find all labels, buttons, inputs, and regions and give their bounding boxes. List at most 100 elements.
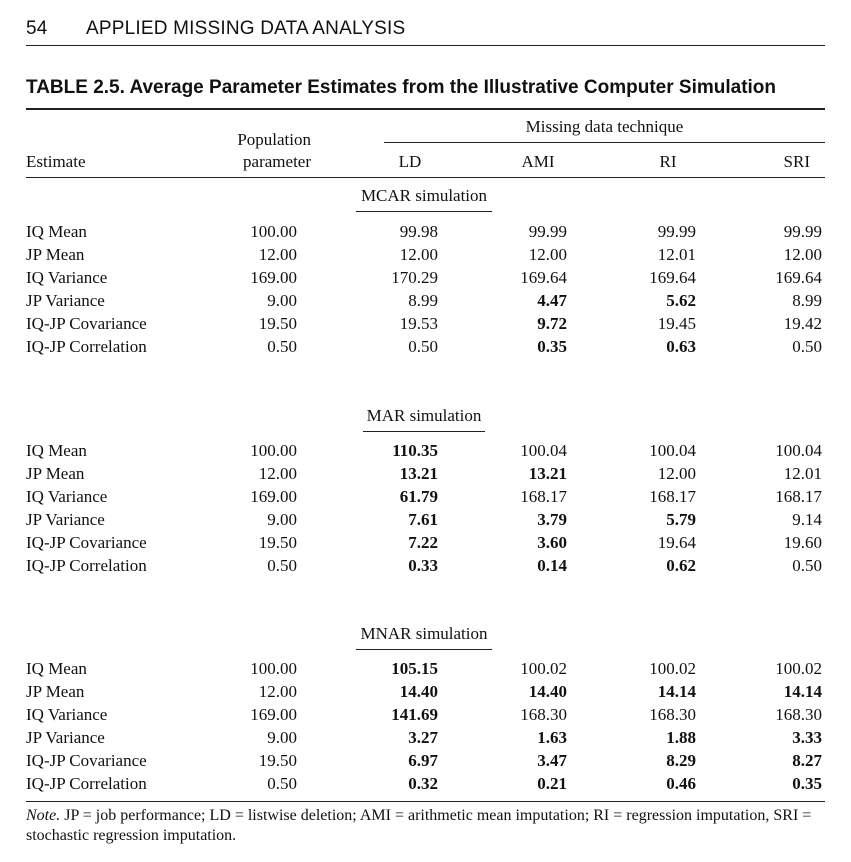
population-value: 19.50 [258,314,297,333]
ri-value: 169.64 [649,268,696,287]
ri-value: 0.62 [666,556,696,575]
population-header-line1: Population [237,130,311,149]
sri-value: 9.14 [792,510,822,529]
sri-value: 99.99 [783,222,822,241]
ami-value: 12.00 [528,245,567,264]
section-title-rule [356,211,492,212]
ami-value: 168.30 [520,705,567,724]
population-value: 12.00 [258,464,297,483]
col-header-ld: LD [398,152,422,171]
population-value: 9.00 [267,291,297,310]
ld-value: 170.29 [391,268,438,287]
ri-value: 168.30 [649,705,696,724]
ld-value: 61.79 [399,487,438,506]
row-label: IQ-JP Covariance [26,751,147,770]
population-value: 9.00 [267,510,297,529]
ami-value: 13.21 [528,464,567,483]
ld-value: 105.15 [391,659,438,678]
ri-value: 19.45 [657,314,696,333]
ri-value: 1.88 [666,728,696,747]
ld-value: 8.99 [408,291,438,310]
spanner-rule [384,142,825,143]
ri-value: 0.63 [666,337,696,356]
ri-value: 14.14 [657,682,696,701]
population-value: 0.50 [267,774,297,793]
ld-value: 99.98 [399,222,438,241]
col-header-ri: RI [659,152,677,171]
ld-value: 0.50 [408,337,438,356]
population-value: 0.50 [267,337,297,356]
population-value: 169.00 [250,487,297,506]
population-value: 19.50 [258,751,297,770]
section-title: MAR simulation [366,406,482,425]
ld-value: 0.33 [408,556,438,575]
ami-value: 14.40 [528,682,567,701]
running-header: 54 APPLIED MISSING DATA ANALYSIS [26,18,405,40]
ri-value: 100.04 [649,441,696,460]
row-label: IQ Variance [26,487,108,506]
population-value: 9.00 [267,728,297,747]
population-header-line2: parameter [243,152,311,171]
population-value: 100.00 [250,659,297,678]
sri-value: 19.42 [783,314,822,333]
estimate-header: Estimate [26,152,86,171]
population-value: 0.50 [267,556,297,575]
sri-value: 19.60 [783,533,822,552]
caption-rule [26,108,825,110]
ri-value: 19.64 [657,533,696,552]
population-value: 12.00 [258,245,297,264]
ld-value: 7.61 [408,510,438,529]
sri-value: 12.01 [783,464,822,483]
row-label: IQ Mean [26,222,87,241]
ri-value: 8.29 [666,751,696,770]
header-rule [26,45,825,46]
section-title-rule [356,649,492,650]
ld-value: 6.97 [408,751,438,770]
ld-value: 0.32 [408,774,438,793]
ld-value: 7.22 [408,533,438,552]
population-value: 12.00 [258,682,297,701]
ld-value: 14.40 [399,682,438,701]
section-title-rule [363,431,485,432]
population-value: 169.00 [250,705,297,724]
sri-value: 168.30 [775,705,822,724]
ami-value: 100.02 [520,659,567,678]
row-label: IQ-JP Covariance [26,533,147,552]
ami-value: 0.21 [537,774,567,793]
ri-value: 12.01 [657,245,696,264]
ri-value: 168.17 [649,487,696,506]
population-value: 100.00 [250,222,297,241]
row-label: JP Variance [26,510,105,529]
sri-value: 3.33 [792,728,822,747]
ami-value: 0.14 [537,556,567,575]
ld-value: 3.27 [408,728,438,747]
sri-value: 100.02 [775,659,822,678]
row-label: JP Variance [26,728,105,747]
technique-spanner: Missing data technique [525,117,684,136]
ri-value: 12.00 [657,464,696,483]
row-label: JP Mean [26,682,85,701]
population-value: 19.50 [258,533,297,552]
ld-value: 12.00 [399,245,438,264]
header-bottom-rule [26,177,825,178]
sri-value: 169.64 [775,268,822,287]
sri-value: 12.00 [783,245,822,264]
section-title: MCAR simulation [360,186,488,205]
table-bottom-rule [26,801,825,802]
section-title: MNAR simulation [360,624,488,643]
sri-value: 8.27 [792,751,822,770]
ld-value: 141.69 [391,705,438,724]
ami-value: 9.72 [537,314,567,333]
ld-value: 110.35 [392,441,438,460]
sri-value: 0.35 [792,774,822,793]
sri-value: 14.14 [783,682,822,701]
ami-value: 1.63 [537,728,567,747]
ri-value: 100.02 [649,659,696,678]
ld-value: 19.53 [399,314,438,333]
row-label: IQ Variance [26,705,108,724]
note-label: Note. [26,807,61,824]
row-label: IQ Variance [26,268,108,287]
row-label: IQ-JP Correlation [26,337,147,356]
row-label: JP Mean [26,245,85,264]
table-caption: TABLE 2.5. Average Parameter Estimates f… [26,77,777,98]
